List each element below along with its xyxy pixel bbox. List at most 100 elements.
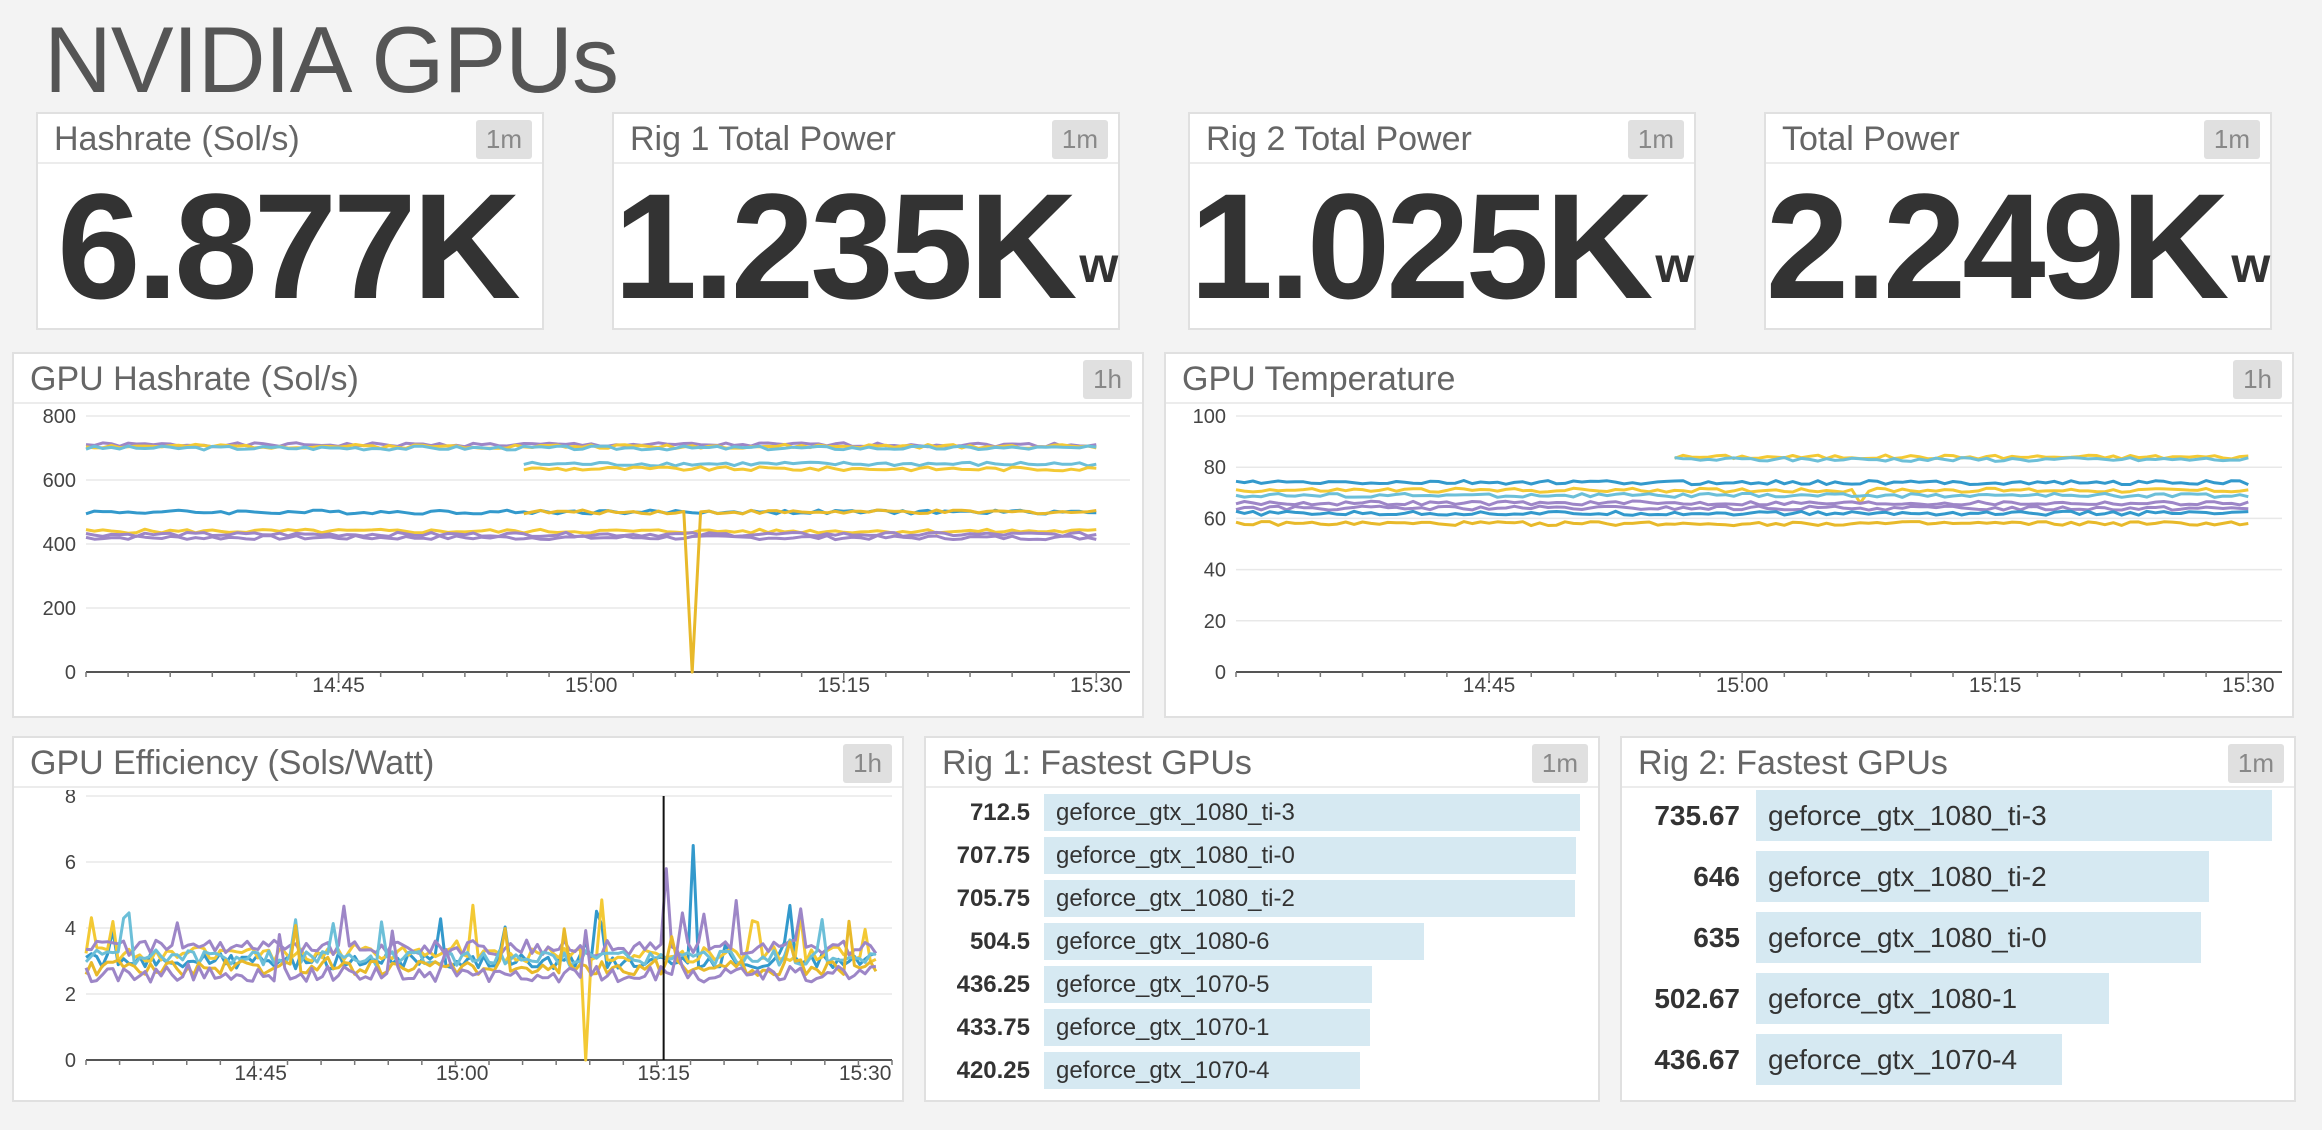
- hashrate-summary-widget[interactable]: Hashrate (Sol/s) 1m 6.877K: [36, 112, 544, 330]
- series-line: [1235, 491, 2249, 499]
- y-tick-label: 800: [43, 406, 76, 428]
- y-tick-label: 4: [65, 918, 76, 940]
- widget-title: Rig 2 Total Power: [1206, 120, 1472, 158]
- query-value: 6.877K: [38, 164, 542, 328]
- widget-title: Rig 1 Total Power: [630, 120, 896, 158]
- toplist-bar: [1044, 1052, 1360, 1089]
- toplist-row[interactable]: 646 geforce_gtx_1080_ti-2: [1622, 851, 2294, 902]
- gpu-efficiency-chart[interactable]: 0 2 4 6 8 14:45 15:00 15:15 15:30: [14, 790, 902, 1100]
- gpu-temperature-chart[interactable]: 0 20 40 60 80 100 14:45 15:00 15:15 15:30: [1166, 406, 2292, 716]
- toplist-bar: [1044, 794, 1580, 831]
- toplist-row[interactable]: 705.75 geforce_gtx_1080_ti-2: [926, 880, 1598, 917]
- rig1-power-summary-widget[interactable]: Rig 1 Total Power 1m 1.235K w: [612, 112, 1120, 330]
- rig2-fastest-gpus-widget[interactable]: Rig 2: Fastest GPUs 1m 735.67 geforce_gtx…: [1620, 736, 2296, 1102]
- toplist-bar: [1044, 1009, 1370, 1046]
- toplist-row[interactable]: 712.5 geforce_gtx_1080_ti-3: [926, 794, 1598, 831]
- x-tick-label: 14:45: [1463, 674, 1516, 697]
- x-tick-label: 15:30: [839, 1062, 892, 1085]
- toplist-bar: [1756, 851, 2209, 902]
- timeframe-badge[interactable]: 1m: [2203, 120, 2260, 159]
- y-tick-label: 6: [65, 852, 76, 874]
- toplist-gpu-name: geforce_gtx_1080_ti-0: [1056, 842, 1295, 869]
- toplist-bar: [1756, 1034, 2062, 1085]
- gpu-hashrate-widget[interactable]: GPU Hashrate (Sol/s) 1h 0 200 400 600 800 14:…: [12, 352, 1144, 718]
- value-unit: w: [1079, 237, 1119, 293]
- timeframe-badge[interactable]: 1h: [1083, 360, 1132, 399]
- total-power-summary-widget[interactable]: Total Power 1m 2.249K w: [1764, 112, 2272, 330]
- toplist-gpu-name: geforce_gtx_1080_ti-2: [1056, 885, 1295, 912]
- x-tick-label: 15:15: [1969, 674, 2022, 697]
- toplist-row[interactable]: 433.75 geforce_gtx_1070-1: [926, 1009, 1598, 1046]
- toplist-value: 646: [1693, 861, 1740, 892]
- toplist-value: 420.25: [956, 1057, 1030, 1084]
- toplist-gpu-name: geforce_gtx_1080_ti-2: [1768, 861, 2047, 892]
- toplist-bar: [1044, 880, 1575, 917]
- toplist-row[interactable]: 436.25 geforce_gtx_1070-5: [926, 966, 1598, 1003]
- y-tick-label: 60: [1204, 508, 1226, 530]
- y-tick-label: 80: [1204, 457, 1226, 479]
- widget-title: Rig 1: Fastest GPUs: [942, 744, 1252, 782]
- toplist-row[interactable]: 502.67 geforce_gtx_1080-1: [1622, 973, 2294, 1024]
- timeframe-badge[interactable]: 1m: [2227, 744, 2284, 783]
- value-unit: w: [1655, 237, 1695, 293]
- gpu-temperature-widget[interactable]: GPU Temperature 1h 0 20 40 60 80 100 14:45 15:0…: [1164, 352, 2294, 718]
- toplist-row[interactable]: 635 geforce_gtx_1080_ti-0: [1622, 912, 2294, 963]
- widget-title: Hashrate (Sol/s): [54, 120, 300, 158]
- y-tick-label: 100: [1193, 406, 1226, 428]
- widget-title: GPU Temperature: [1182, 360, 1456, 398]
- x-tick-label: 15:00: [1716, 674, 1769, 697]
- divider: [1766, 162, 2270, 164]
- divider: [38, 162, 542, 164]
- toplist-gpu-name: geforce_gtx_1080_ti-3: [1768, 800, 2047, 831]
- toplist-row[interactable]: 707.75 geforce_gtx_1080_ti-0: [926, 837, 1598, 874]
- series-line: [1235, 520, 2249, 528]
- toplist-value: 433.75: [956, 1014, 1030, 1041]
- toplist-gpu-name: geforce_gtx_1070-5: [1056, 971, 1270, 998]
- divider: [1622, 786, 2294, 788]
- series-line: [85, 867, 878, 958]
- widget-title: Total Power: [1782, 120, 1960, 158]
- toplist-row[interactable]: 420.25 geforce_gtx_1070-4: [926, 1052, 1598, 1089]
- toplist-gpu-name: geforce_gtx_1070-1: [1056, 1014, 1270, 1041]
- toplist-gpu-name: geforce_gtx_1080-1: [1768, 983, 2018, 1014]
- timeframe-badge[interactable]: 1m: [475, 120, 532, 159]
- toplist-value: 635: [1693, 922, 1740, 953]
- timeframe-badge[interactable]: 1h: [2233, 360, 2282, 399]
- value-unit: w: [2231, 237, 2271, 293]
- toplist-bar: [1044, 837, 1576, 874]
- series-line: [1235, 486, 2249, 505]
- x-tick-label: 15:00: [436, 1062, 489, 1085]
- toplist-row[interactable]: 735.67 geforce_gtx_1080_ti-3: [1622, 790, 2294, 841]
- widget-title: Rig 2: Fastest GPUs: [1638, 744, 1948, 782]
- toplist-row[interactable]: 504.5 geforce_gtx_1080-6: [926, 923, 1598, 960]
- timeframe-badge[interactable]: 1m: [1051, 120, 1108, 159]
- timeframe-badge[interactable]: 1m: [1627, 120, 1684, 159]
- query-value: 1.025K w: [1190, 164, 1695, 328]
- gpu-efficiency-widget[interactable]: GPU Efficiency (Sols/Watt) 1h 0 2 4 6 8 14:45…: [12, 736, 904, 1102]
- divider: [1166, 402, 2292, 404]
- series-line: [1235, 509, 2249, 517]
- series-line: [523, 465, 1097, 473]
- series-line: [1235, 479, 2249, 487]
- rig2-power-summary-widget[interactable]: Rig 2 Total Power 1m 1.025K w: [1188, 112, 1696, 330]
- y-tick-label: 8: [65, 790, 76, 808]
- gpu-hashrate-chart[interactable]: 0 200 400 600 800 14:45 15:00 15:15 15:30: [14, 406, 1142, 716]
- x-tick-label: 15:30: [2222, 674, 2275, 697]
- y-tick-label: 40: [1204, 560, 1226, 582]
- divider: [14, 402, 1142, 404]
- x-tick-label: 15:15: [817, 674, 870, 697]
- toplist-value: 712.5: [969, 799, 1030, 826]
- series-line: [1235, 504, 2249, 512]
- x-tick-label: 15:15: [637, 1062, 690, 1085]
- series-line: [1235, 499, 2249, 507]
- timeframe-badge[interactable]: 1h: [843, 744, 892, 783]
- y-tick-label: 2: [65, 984, 76, 1006]
- y-tick-label: 200: [43, 598, 76, 620]
- toplist-gpu-name: geforce_gtx_1080-6: [1056, 928, 1270, 955]
- toplist-row[interactable]: 436.67 geforce_gtx_1070-4: [1622, 1034, 2294, 1085]
- series-line: [1674, 456, 2249, 463]
- timeframe-badge[interactable]: 1m: [1531, 744, 1588, 783]
- rig1-fastest-gpus-widget[interactable]: Rig 1: Fastest GPUs 1m 712.5 geforce_gtx_…: [924, 736, 1600, 1102]
- value-number: 1.235K: [613, 162, 1078, 330]
- toplist-bar: [1756, 973, 2109, 1024]
